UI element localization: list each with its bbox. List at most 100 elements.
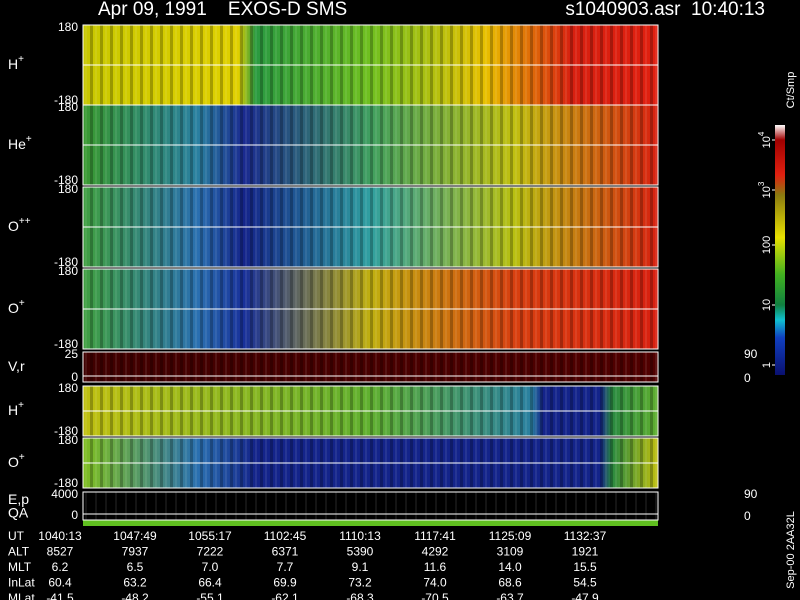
panel-frame [82,351,659,383]
panel-label-text: He [8,136,26,152]
cell: 11.6 [424,560,447,574]
cell: 4292 [422,545,449,559]
cell: 1047:49 [113,529,157,543]
cell: 9.1 [352,560,369,574]
panel-label: H+ [8,400,24,418]
spectrogram-texture [83,352,658,382]
y-tick-label: -180 [54,173,78,187]
panel-label-text: V,r [8,358,25,374]
cell: 1110:13 [339,529,381,543]
y-tick-label: 0 [71,370,78,384]
y-tick-label: -180 [54,93,78,107]
cell: -68.3 [346,591,374,600]
colorbar-tick-exp: 4 [757,131,766,136]
panel-label-text: O [8,454,19,470]
cell: -47.9 [571,591,599,600]
panel-label-text: H [8,56,18,72]
colorbar [775,125,785,375]
cell: -62.1 [271,591,299,600]
colorbar-tick-label: 104 [757,131,773,148]
y-tick-label: 180 [58,100,78,114]
colorbar-tick-base: 1 [761,362,773,368]
cell: 14.0 [498,560,522,574]
cell: 15.5 [573,560,597,574]
panel-label-text: O [8,300,19,316]
cell: -41.5 [46,591,74,600]
y2-tick-label: 90 [744,347,758,361]
y2-tick-label: 90 [744,487,758,501]
colorbar-tick-label: 1 [761,362,773,368]
y-tick-label: 4000 [51,487,78,501]
cell: 7.0 [202,560,219,574]
panel-label: He+ [8,134,32,152]
title: Apr 09, 1991 EXOS-D SMS [98,0,347,20]
panel-label-text: H [8,402,18,418]
cell: -55.1 [196,591,224,600]
cell: -48.2 [121,591,149,600]
y-tick-label: 180 [58,264,78,278]
cell: 5390 [347,545,374,559]
panel-label: O+ [8,298,25,316]
file-time: s1040903.asr 10:40:13 [565,0,765,20]
panel-label-text: E,p [8,491,29,507]
row-label: MLT [8,560,32,574]
y-tick-label: 180 [58,433,78,447]
panel-label: O++ [8,216,31,234]
colorbar-tick-exp: 3 [757,181,766,186]
cell: 54.5 [573,576,597,590]
cell: 3109 [497,545,524,559]
row-label: MLat [8,591,35,600]
cell: 7222 [197,545,224,559]
cell: 66.4 [198,576,222,590]
colorbar-tick-base: 10 [761,186,773,198]
panel-label-sup: + [19,452,25,463]
cell: 63.2 [123,576,147,590]
footer-stamp: Sep-00 2AA32L [785,511,797,589]
colorbar-tick-label: 10 [761,299,773,311]
panel-label-sup: ++ [19,216,31,227]
panel-label-sup: + [19,298,25,309]
colorbar-tick-base: 10 [761,299,773,311]
panel-label: V,r [8,358,25,374]
cell: 69.9 [273,576,297,590]
y2-tick-label: 0 [744,371,751,385]
row-label: ALT [8,545,30,559]
panel-label: E,p [8,491,29,507]
cell: 6371 [272,545,299,559]
y-tick-label: 180 [58,20,78,34]
qa-bar [83,520,658,526]
y-tick-label: 25 [65,347,79,361]
cell: -70.5 [421,591,449,600]
cell: 1055:17 [188,529,232,543]
y-tick-label: -180 [54,476,78,490]
cell: -63.7 [496,591,524,600]
colorbar-tick-label: 100 [761,236,773,254]
panel-label-sup: + [18,400,24,411]
cell: 7937 [122,545,149,559]
y-tick-label: -180 [54,255,78,269]
cell: 68.6 [498,576,522,590]
colorbar-tick-base: 100 [761,236,773,254]
cell: 60.4 [48,576,72,590]
panel-label-sup: + [26,134,32,145]
y-tick-label: -180 [54,424,78,438]
cell: 74.0 [423,576,447,590]
y-tick-label: -180 [54,337,78,351]
cell: 1125:09 [489,529,532,543]
panel-label: O+ [8,452,25,470]
cell: 6.2 [52,560,69,574]
spectrogram-texture [83,492,658,520]
colorbar-tick-label: 103 [757,181,773,198]
y-tick-label: 180 [58,182,78,196]
cell: 1102:45 [264,529,307,543]
y2-tick-label: 0 [744,509,751,523]
colorbar-tick-base: 10 [761,136,773,148]
row-label: UT [8,529,25,543]
panel-label: QA [8,505,29,521]
cell: 6.5 [127,560,144,574]
cell: 7.7 [277,560,294,574]
panel-label-text: O [8,218,19,234]
y-tick-label: 180 [58,381,78,395]
cell: 1117:41 [414,529,456,543]
